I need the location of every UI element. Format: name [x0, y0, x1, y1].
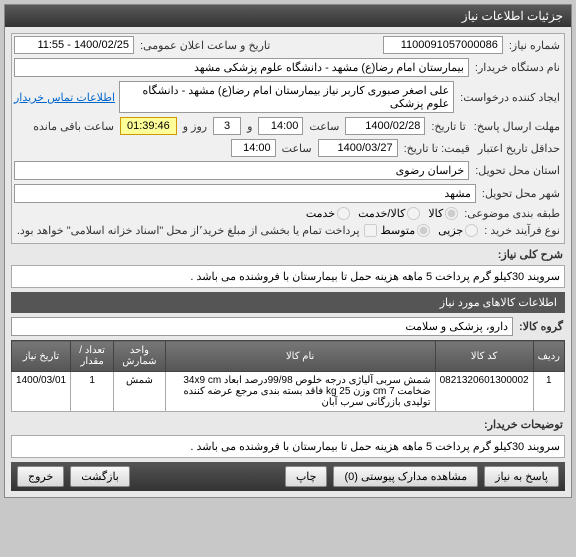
print-button[interactable]: چاپ: [285, 466, 328, 487]
deadline-label: مهلت ارسال پاسخ:: [472, 120, 562, 133]
time-label-1: ساعت: [307, 120, 341, 133]
time-remaining: 01:39:46: [120, 117, 177, 135]
purchase-type-label: نوع فرآیند خرید :: [482, 224, 562, 237]
col-name: نام کالا: [165, 341, 435, 372]
radio-service[interactable]: کالا/خدمت: [358, 207, 420, 220]
need-number-label: شماره نیاز:: [507, 39, 562, 52]
radio-khedmat-input: [337, 207, 350, 220]
cell-row: 1: [533, 372, 564, 412]
need-number: 1100091057000086: [383, 36, 503, 54]
remaining-label: ساعت باقی مانده: [31, 120, 116, 133]
province-label: استان محل تحویل:: [473, 164, 562, 177]
main-panel: جزئیات اطلاعات نیاز شماره نیاز: 11000910…: [4, 4, 572, 498]
pay-note-checkbox: [364, 224, 377, 237]
grouping-radios: کالا کالا/خدمت خدمت: [306, 207, 458, 220]
cell-name: شمش سربی آلیاژی درجه خلوص 99/98درصد ابعا…: [165, 372, 435, 412]
items-table-head: ردیف کد کالا نام کالا واحد شمارش تعداد /…: [12, 341, 565, 372]
table-row: 1 0821320601300002 شمش سربی آلیاژی درجه …: [12, 372, 565, 412]
remarks-label: توضیحات خریدار:: [11, 418, 565, 431]
day-label: روز و: [181, 120, 209, 133]
pay-note-check[interactable]: پرداخت تمام یا بخشی از مبلغ خرید٬از محل …: [15, 224, 377, 237]
price-label: قیمت: تا تاریخ:: [402, 142, 472, 155]
creator-name: علی اصغر صبوری کاربر نیاز‌ بیمارستان اما…: [119, 81, 454, 113]
group-value: دارو، پزشکی و سلامت: [11, 317, 513, 336]
row-buyer: نام دستگاه خریدار: بیمارستان امام رضا(ع)…: [14, 58, 562, 77]
items-table-body: 1 0821320601300002 شمش سربی آلیاژی درجه …: [12, 372, 565, 412]
cell-date: 1400/03/01: [12, 372, 71, 412]
exit-button[interactable]: خروج: [17, 466, 64, 487]
price-time: 14:00: [231, 139, 276, 157]
radio-medium[interactable]: متوسط: [381, 224, 431, 237]
desc-text: سرویند 30کیلو گرم پرداخت 5 ماهه هزینه حم…: [11, 265, 565, 288]
contact-link[interactable]: اطلاعات تماس خریدار: [14, 91, 115, 104]
radio-kala-input: [445, 207, 458, 220]
col-unit: واحد شمارش: [114, 341, 166, 372]
province: خراسان رضوی: [14, 161, 469, 180]
radio-small-input: [465, 224, 478, 237]
radio-small[interactable]: جزیی: [438, 224, 478, 237]
group-label: گروه کالا:: [517, 320, 565, 333]
row-grouping: طبقه بندی موضوعی: کالا کالا/خدمت خدمت: [14, 207, 562, 220]
cell-qty: 1: [71, 372, 114, 412]
footer-bar: پاسخ به نیاز مشاهده مدارک پیوستی (0) چاپ…: [11, 462, 565, 491]
price-date: 1400/03/27: [318, 139, 398, 157]
purchase-radios: جزیی متوسط: [381, 224, 479, 237]
grouping-label: طبقه بندی موضوعی:: [462, 207, 562, 220]
pay-note: پرداخت تمام یا بخشی از مبلغ خرید٬از محل …: [15, 224, 362, 237]
respond-button[interactable]: پاسخ به نیاز: [484, 466, 559, 487]
items-table: ردیف کد کالا نام کالا واحد شمارش تعداد /…: [11, 340, 565, 412]
row-purchase-type: نوع فرآیند خرید : جزیی متوسط پرداخت تمام…: [14, 224, 562, 237]
panel-title: جزئیات اطلاعات نیاز: [5, 5, 571, 27]
buyer-label: نام دستگاه خریدار:: [473, 61, 562, 74]
resp-date: 1400/02/28: [345, 117, 425, 135]
row-deadline: مهلت ارسال پاسخ: تا تاریخ: 1400/02/28 سا…: [14, 117, 562, 135]
col-row: ردیف: [533, 341, 564, 372]
radio-khedmat[interactable]: خدمت: [306, 207, 350, 220]
days-remaining: 3: [213, 117, 241, 135]
and-label: و: [245, 120, 254, 133]
row-group: گروه کالا: دارو، پزشکی و سلامت: [11, 317, 565, 336]
radio-service-input: [407, 207, 420, 220]
col-qty: تعداد / مقدار: [71, 341, 114, 372]
cell-unit: شمش: [114, 372, 166, 412]
city-label: شهر محل تحویل:: [480, 187, 562, 200]
attachments-button[interactable]: مشاهده مدارک پیوستی (0): [333, 466, 478, 487]
buyer-name: بیمارستان امام رضا(ع) مشهد - دانشگاه علو…: [14, 58, 469, 77]
radio-medium-input: [417, 224, 430, 237]
col-code: کد کالا: [435, 341, 533, 372]
row-number: شماره نیاز: 1100091057000086 تاریخ و ساع…: [14, 36, 562, 54]
city: مشهد: [14, 184, 476, 203]
time-label-2: ساعت: [280, 142, 314, 155]
info-block: شماره نیاز: 1100091057000086 تاریخ و ساع…: [11, 33, 565, 244]
desc-section: شرح کلی نیاز: سرویند 30کیلو گرم پرداخت 5…: [11, 248, 565, 288]
public-date: 1400/02/25 - 11:55: [14, 36, 134, 54]
items-section-title: اطلاعات کالاهای مورد نیاز: [11, 292, 565, 313]
desc-title: شرح کلی نیاز:: [11, 248, 565, 261]
creator-label: ایجاد کننده درخواست:: [458, 91, 562, 104]
panel-body: شماره نیاز: 1100091057000086 تاریخ و ساع…: [5, 27, 571, 497]
price-valid-label: حداقل تاریخ اعتبار: [476, 142, 562, 155]
row-price-valid: حداقل تاریخ اعتبار قیمت: تا تاریخ: 1400/…: [14, 139, 562, 157]
remarks-text: سرویند 30کیلو گرم پرداخت 5 ماهه هزینه حم…: [11, 435, 565, 458]
row-creator: ایجاد کننده درخواست: علی اصغر صبوری کارب…: [14, 81, 562, 113]
cell-code: 0821320601300002: [435, 372, 533, 412]
radio-kala[interactable]: کالا: [428, 207, 458, 220]
remarks-section: توضیحات خریدار: سرویند 30کیلو گرم پرداخت…: [11, 418, 565, 458]
back-button[interactable]: بازگشت: [70, 466, 130, 487]
resp-time: 14:00: [258, 117, 303, 135]
row-city: شهر محل تحویل: مشهد: [14, 184, 562, 203]
row-province: استان محل تحویل: خراسان رضوی: [14, 161, 562, 180]
col-date: تاریخ نیاز: [12, 341, 71, 372]
until-label: تا تاریخ:: [429, 120, 467, 133]
public-date-label: تاریخ و ساعت اعلان عمومی:: [138, 39, 272, 52]
